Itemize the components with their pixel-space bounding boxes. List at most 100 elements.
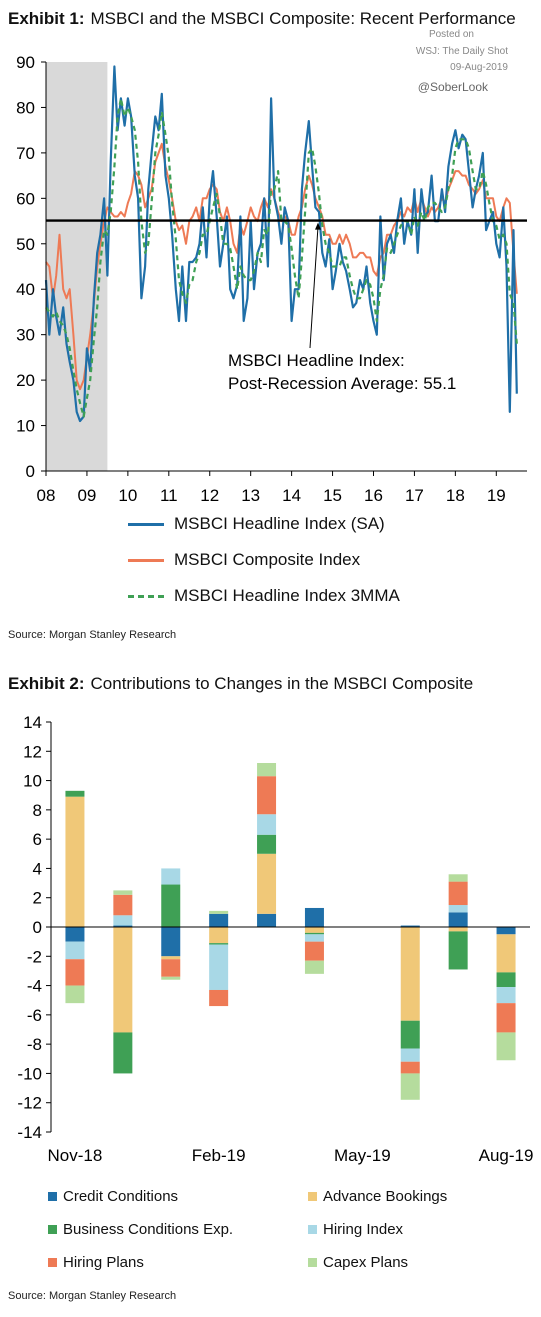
bar-segment-capex: [304, 960, 324, 974]
legend-label-hiring-index: Hiring Index: [323, 1221, 404, 1238]
bar-segment-business: [161, 884, 181, 927]
legend-item-composite: MSBCI Composite Index: [128, 542, 400, 578]
annotation-line-1: MSBCI Headline Index:: [228, 351, 405, 370]
annotation-arrowhead: [315, 222, 321, 230]
bar-segment-hiring_index: [65, 941, 85, 960]
y-tick-label: 80: [16, 98, 35, 117]
bar-segment-hiring_plans: [304, 941, 324, 961]
exhibit1-title: Exhibit 1: MSBCI and the MSBCI Composite:…: [8, 9, 516, 29]
legend-item-hiring-plans: Hiring Plans: [48, 1246, 308, 1279]
x-tick-label: 09: [77, 486, 96, 505]
x-tick-label: 10: [118, 486, 137, 505]
x-tick-label: Feb-19: [192, 1146, 246, 1165]
legend-swatch-advance: [308, 1192, 317, 1201]
exhibit1-title-text: MSBCI and the MSBCI Composite: Recent Pe…: [90, 9, 516, 28]
legend-swatch-credit: [48, 1192, 57, 1201]
bar-segment-hiring_plans: [496, 1003, 516, 1033]
y-tick-label: 50: [16, 235, 35, 254]
legend-item-business: Business Conditions Exp.: [48, 1213, 308, 1246]
bar-segment-hiring_plans: [113, 894, 133, 916]
watermark-posted: Posted on: [428, 29, 474, 40]
bar-segment-credit: [209, 913, 229, 927]
y-tick-label: -14: [17, 1123, 42, 1142]
y-tick-label: -2: [27, 947, 42, 966]
y-tick-label: -12: [17, 1094, 42, 1113]
bar-segment-business: [209, 943, 229, 945]
exhibit1-line-chart: 0 10 20 30 40 50 60 70 80 90 08 09 10 11 12 13 14 15 16 17 1…: [16, 53, 527, 505]
legend-swatch-3mma: [128, 594, 164, 598]
bar-segment-capex: [65, 985, 85, 1004]
legend-item-credit: Credit Conditions: [48, 1180, 308, 1213]
bar-segment-business: [448, 931, 468, 970]
bar-segment-advance: [400, 927, 420, 1021]
legend-label-capex: Capex Plans: [323, 1254, 409, 1271]
bar-segment-credit: [304, 907, 324, 927]
bar-segment-capex: [209, 910, 229, 914]
exhibit2-title-text: Contributions to Changes in the MSBCI Co…: [90, 674, 474, 693]
x-tick-label: Aug-19: [479, 1146, 534, 1165]
bar-segment-hiring_index: [304, 934, 324, 942]
x-tick-label: 15: [323, 486, 342, 505]
y-tick-label: 4: [33, 859, 42, 878]
legend-swatch-business: [48, 1225, 57, 1234]
bar-segment-advance: [496, 934, 516, 973]
legend-item-headline: MSBCI Headline Index (SA): [128, 506, 400, 542]
bar-segment-hiring_index: [400, 1048, 420, 1062]
legend-swatch-capex: [308, 1258, 317, 1267]
exhibit1-source: Source: Morgan Stanley Research: [8, 629, 177, 641]
x-tick-label: 13: [241, 486, 260, 505]
y-tick-label: 8: [33, 801, 42, 820]
bar-segment-hiring_index: [113, 915, 133, 926]
legend-label-headline: MSBCI Headline Index (SA): [174, 514, 385, 533]
y-tick-label: -8: [27, 1035, 42, 1054]
exhibit1-legend: MSBCI Headline Index (SA) MSBCI Composit…: [128, 506, 400, 614]
x-tick-label: 12: [200, 486, 219, 505]
bar-segment-credit: [161, 927, 181, 957]
legend-item-capex: Capex Plans: [308, 1246, 518, 1279]
bar-segment-advance: [113, 927, 133, 1033]
bar-segment-credit: [113, 925, 133, 927]
exhibit1-label: Exhibit 1:: [8, 9, 85, 28]
annotation-line-2: Post-Recession Average: 55.1: [228, 374, 456, 393]
bar-segment-capex: [257, 763, 277, 777]
bar-segment-hiring_plans: [448, 881, 468, 906]
bar-segment-credit: [257, 913, 277, 927]
watermark-source: WSJ: The Daily Shot: [415, 46, 508, 57]
annotation-pointer: [309, 226, 319, 349]
legend-swatch-composite: [128, 558, 164, 562]
bar-segment-credit: [400, 925, 420, 927]
exhibit2-bar-chart: -14 -12 -10 -8 -6 -4 -2 0 2 4 6 8 10 12 14 Nov-18 Feb-19…: [17, 713, 534, 1165]
y-tick-label: 2: [33, 889, 42, 908]
exhibit2-label: Exhibit 2:: [8, 674, 85, 693]
bar-segment-hiring_index: [448, 905, 468, 913]
legend-label-hiring-plans: Hiring Plans: [63, 1254, 144, 1271]
x-tick-label: May-19: [334, 1146, 391, 1165]
y-tick-label: 60: [16, 189, 35, 208]
bar-segment-credit: [448, 912, 468, 927]
y-tick-label: 10: [16, 417, 35, 436]
bar-segment-capex: [161, 976, 181, 980]
bar-segment-credit: [496, 927, 516, 935]
y-tick-label: 14: [23, 713, 42, 732]
x-tick-label: 14: [282, 486, 301, 505]
bar-segment-advance: [257, 853, 277, 914]
x-tick-label: 11: [160, 486, 178, 505]
watermark-date: 09-Aug-2019: [450, 62, 508, 73]
watermark-handle: @SoberLook: [417, 80, 488, 94]
y-tick-label: 0: [33, 918, 42, 937]
bar-segment-advance: [209, 927, 229, 944]
x-tick-label: 08: [37, 486, 56, 505]
y-tick-label: 10: [23, 772, 42, 791]
bar-segment-hiring_plans: [209, 989, 229, 1007]
exhibit2-legend: Credit Conditions Advance Bookings Busin…: [48, 1180, 518, 1279]
legend-label-advance: Advance Bookings: [323, 1188, 448, 1205]
bar-segment-hiring_plans: [65, 959, 85, 986]
y-tick-label: 20: [16, 371, 35, 390]
legend-item-advance: Advance Bookings: [308, 1180, 518, 1213]
y-tick-label: 12: [23, 742, 42, 761]
bar-segment-capex: [496, 1032, 516, 1061]
bar-segment-business: [65, 790, 85, 797]
bar-segment-business: [496, 972, 516, 988]
bar-segment-hiring_plans: [161, 959, 181, 977]
y-tick-label: -6: [27, 1006, 42, 1025]
